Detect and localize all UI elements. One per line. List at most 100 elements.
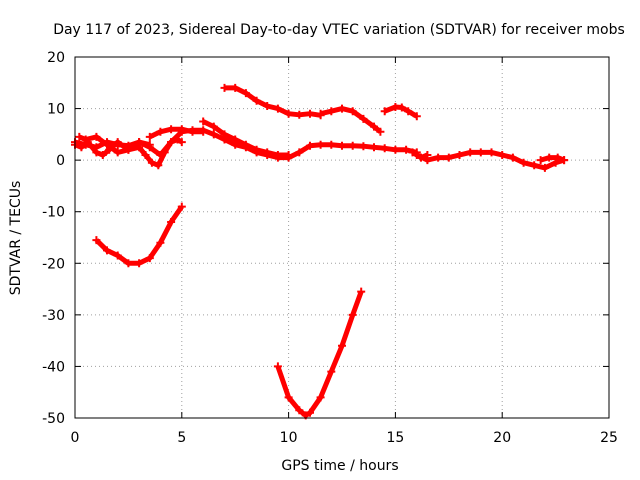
data-point [124,145,133,154]
data-point [273,104,282,113]
data-point [487,148,496,157]
data-point [455,151,464,159]
data-point [508,153,517,162]
data-point [177,138,186,147]
data-point [295,148,304,157]
data-point [338,341,346,350]
data-point [92,236,101,245]
data-point [92,132,101,141]
data-point [284,393,293,402]
data-point [519,158,528,167]
data-point [273,362,282,371]
data-point [263,148,272,157]
data-point [412,112,421,121]
data-point [156,127,165,136]
series-trace [539,155,566,163]
x-tick-label: 10 [280,430,298,446]
data-point [434,153,443,162]
plot-border [74,56,610,419]
data-point [417,153,425,162]
x-tick-label: 20 [493,430,511,446]
x-tick-label: 5 [177,430,186,446]
data-point [408,148,417,157]
data-point [77,143,86,152]
x-tick-label: 0 [71,430,80,446]
data-point [306,141,314,150]
data-point [498,151,507,159]
data-point [167,138,176,147]
data-point [252,145,261,154]
data-point [177,202,186,211]
data-point [81,135,90,144]
data-point [327,107,336,116]
y-axis-label: SDTVAR / TECUs [8,181,24,296]
series-trace [224,85,321,118]
data-point [545,153,554,162]
data-point [188,127,197,136]
data-point [540,163,549,172]
data-point [359,114,368,123]
y-tick-label: -20 [42,256,65,272]
data-point [284,151,293,159]
data-point [160,148,169,157]
data-point [316,393,325,402]
data-point [391,145,400,154]
data-point [231,135,240,144]
data-point [466,148,475,157]
data-point [357,287,366,296]
data-point [220,83,229,92]
data-point [113,148,122,157]
data-point [147,158,156,167]
y-tick-label: 0 [56,153,65,169]
y-tick-label: 10 [47,102,65,118]
data-point [92,148,101,157]
data-point [141,151,150,159]
y-tick-label: -30 [42,308,65,324]
data-point [113,138,122,147]
chart-title: Day 117 of 2023, Sidereal Day-to-day VTE… [53,22,625,38]
data-point [530,161,539,170]
data-point [327,367,336,376]
data-point [135,259,144,268]
data-point [476,148,485,157]
data-point [380,107,389,116]
data-point [173,135,182,144]
data-point [376,127,385,136]
data-point [273,151,282,159]
data-point [338,141,346,150]
data-point [306,408,314,417]
y-tick-label: -10 [42,205,65,221]
data-point [306,109,314,118]
data-point [423,151,432,159]
y-tick-label: 20 [47,50,65,66]
data-point [241,89,250,98]
data-point [145,132,154,141]
data-point [220,130,229,139]
data-point [124,259,133,268]
data-point [199,117,208,126]
data-point [103,140,111,149]
data-point [370,143,378,152]
data-point [167,125,176,134]
data-point [327,140,336,149]
series-trace [275,290,364,418]
x-tick-label: 15 [386,430,404,446]
data-point [75,132,84,141]
data-point [338,104,346,113]
data-point [145,140,154,149]
data-point [98,151,107,159]
data-point [404,107,413,116]
data-point [154,161,163,170]
data-point [316,109,325,118]
data-point [560,156,569,165]
data-point [316,140,325,149]
data-point [402,145,411,154]
x-axis-label: GPS time / hours [281,458,398,474]
data-point [263,102,272,110]
data-point [241,140,250,149]
data-point [113,251,122,260]
y-tick-label: -40 [42,359,65,375]
axis-ticks: 0 5 10 15 20 25 -50 -40 -30 -20 -10 0 10 20 [42,50,618,446]
data-point [553,153,562,162]
